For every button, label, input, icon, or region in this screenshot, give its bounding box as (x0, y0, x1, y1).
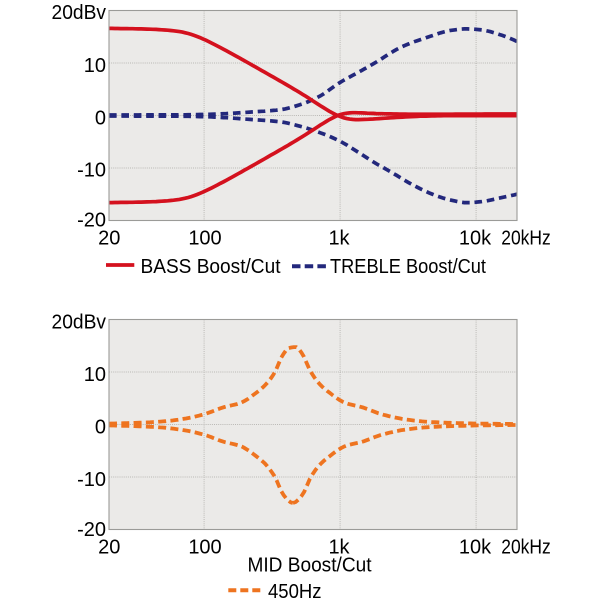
svg-text:10k: 10k (459, 227, 492, 249)
svg-text:450Hz: 450Hz (268, 581, 322, 600)
svg-text:TREBLE Boost/Cut: TREBLE Boost/Cut (330, 256, 486, 278)
svg-text:MID Boost/Cut: MID Boost/Cut (248, 554, 372, 576)
svg-text:20kHz: 20kHz (501, 536, 551, 558)
svg-text:10: 10 (84, 364, 106, 386)
svg-text:20dBv: 20dBv (52, 311, 107, 333)
svg-text:10: 10 (84, 55, 106, 77)
svg-text:-10: -10 (77, 160, 106, 182)
svg-text:20kHz: 20kHz (501, 227, 551, 249)
svg-text:100: 100 (188, 536, 221, 558)
svg-text:10k: 10k (459, 536, 492, 558)
svg-text:20dBv: 20dBv (52, 2, 107, 24)
svg-text:20: 20 (98, 536, 120, 558)
svg-text:0: 0 (95, 417, 106, 439)
svg-text:20: 20 (98, 227, 120, 249)
svg-text:-10: -10 (77, 469, 106, 491)
svg-text:0: 0 (95, 108, 106, 130)
svg-text:1k: 1k (328, 536, 350, 558)
svg-text:BASS Boost/Cut: BASS Boost/Cut (141, 256, 281, 278)
svg-text:100: 100 (188, 227, 221, 249)
svg-text:-20: -20 (77, 519, 106, 541)
svg-text:1k: 1k (328, 227, 350, 249)
svg-text:-20: -20 (77, 210, 106, 232)
